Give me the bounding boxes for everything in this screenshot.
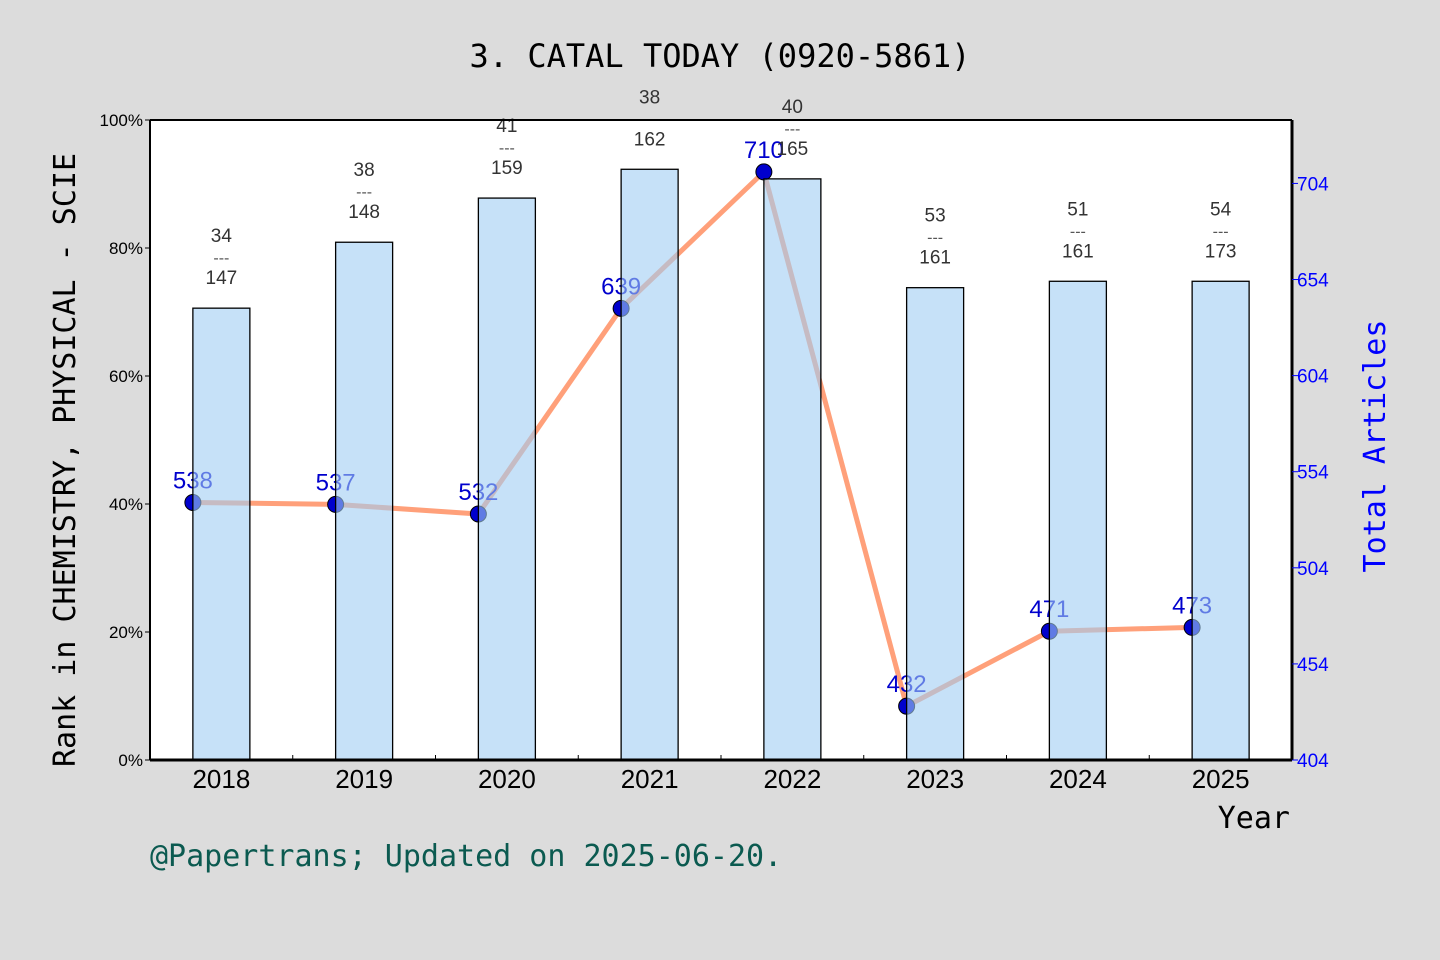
bar-total-label: 173 xyxy=(1205,241,1237,262)
y-left-tick-label: 20% xyxy=(109,623,143,642)
y-right-tick-label: 554 xyxy=(1297,463,1329,484)
y-left-tick-label: 60% xyxy=(109,367,143,386)
bar-total-label: 148 xyxy=(348,202,380,223)
y-left-tick-label: 80% xyxy=(109,239,143,258)
rank-bar xyxy=(477,197,537,761)
y-left-tick-label: 100% xyxy=(100,111,143,130)
y-right-tick-label: 604 xyxy=(1297,367,1329,388)
y-axis-right-label: Total Articles xyxy=(1358,320,1393,573)
bar-total-label: 162 xyxy=(634,129,666,150)
rank-bar xyxy=(905,287,965,761)
bar-rank-label: 53 xyxy=(925,206,946,227)
bar-total-label: 159 xyxy=(491,158,523,179)
rank-bar xyxy=(1048,280,1108,761)
y-right-tick-label: 454 xyxy=(1297,655,1329,676)
y-right-tick-label: 504 xyxy=(1297,559,1329,580)
y-right-tick-label: 704 xyxy=(1297,174,1329,195)
bar-separator: --- xyxy=(784,121,800,138)
bar-rank-label: 51 xyxy=(1067,199,1088,220)
rank-bar xyxy=(192,307,251,761)
bar-separator: --- xyxy=(1213,223,1229,240)
bar-separator: --- xyxy=(356,184,372,201)
bar-total-label: 161 xyxy=(919,248,951,269)
rank-bar xyxy=(1191,280,1250,761)
x-tick-label: 2022 xyxy=(763,764,821,794)
rank-bar xyxy=(620,168,679,761)
x-tick-label: 2020 xyxy=(478,764,536,794)
x-axis-label: Year xyxy=(1218,801,1290,836)
chart-title: 3. CATAL TODAY (0920-5861) xyxy=(470,37,971,75)
articles-data-label: 710 xyxy=(744,137,784,164)
bar-rank-label: 40 xyxy=(782,97,803,118)
bar-separator: --- xyxy=(213,250,229,267)
x-tick-label: 2019 xyxy=(335,764,393,794)
x-tick-label: 2024 xyxy=(1049,764,1107,794)
rank-bar xyxy=(334,241,394,761)
bar-separator: --- xyxy=(927,230,943,247)
y-left-tick-label: 40% xyxy=(109,495,143,514)
articles-marker xyxy=(755,163,773,181)
bar-total-label: 161 xyxy=(1062,241,1094,262)
bar-rank-label: 38 xyxy=(354,160,375,181)
footer-credit: @Papertrans; Updated on 2025-06-20. xyxy=(150,839,782,874)
bar-rank-label: 54 xyxy=(1210,199,1232,220)
bar-total-label: 165 xyxy=(777,139,809,160)
bar-separator: --- xyxy=(1070,223,1086,240)
y-left-tick-label: 0% xyxy=(118,751,143,770)
bar-rank-label: 41 xyxy=(496,116,517,137)
y-right-tick-label: 654 xyxy=(1297,271,1329,292)
y-right-tick-label: 404 xyxy=(1297,751,1329,772)
rank-bar xyxy=(763,178,822,761)
y-axis-left-label: Rank in CHEMISTRY, PHYSICAL - SCIE xyxy=(48,153,83,767)
bar-rank-label: 34 xyxy=(211,226,233,247)
x-tick-label: 2025 xyxy=(1192,764,1250,794)
bar-total-label: 147 xyxy=(206,268,238,289)
bar-separator: --- xyxy=(499,140,515,157)
bar-rank-label: 38 xyxy=(639,87,660,108)
x-tick-label: 2021 xyxy=(621,764,679,794)
x-tick-label: 2018 xyxy=(192,764,250,794)
x-tick-label: 2023 xyxy=(906,764,964,794)
